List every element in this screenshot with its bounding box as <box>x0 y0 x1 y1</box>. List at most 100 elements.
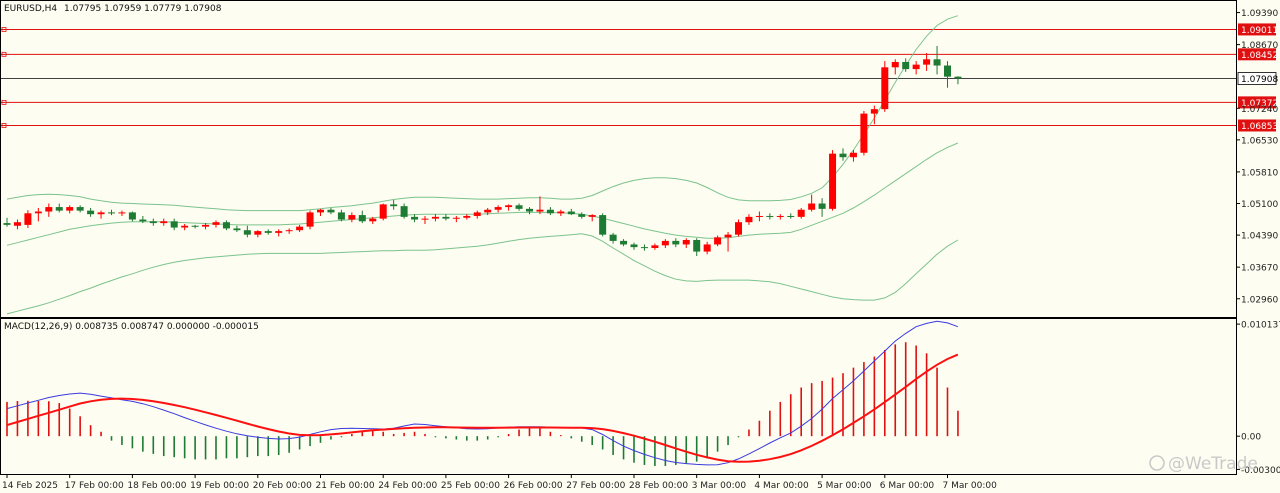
candle <box>358 210 366 224</box>
level-tag-0 <box>1238 23 1276 36</box>
candle <box>400 203 408 219</box>
candle <box>724 231 732 252</box>
time-tick-label: 21 Feb 00:00 <box>316 481 375 491</box>
candle-body <box>933 59 941 66</box>
candle-body <box>317 209 324 213</box>
level-anchor-0[interactable] <box>1 27 7 32</box>
candle <box>369 216 377 224</box>
level-anchor-1[interactable] <box>1 51 7 57</box>
candle-body <box>442 216 450 219</box>
candle <box>55 203 63 213</box>
candle <box>703 241 711 255</box>
candle-body <box>912 64 920 70</box>
time-tick-label: 5 Mar 00:00 <box>817 481 872 491</box>
candle-body <box>181 225 189 228</box>
candle-body <box>661 240 669 246</box>
bollinger-upper-line <box>6 15 959 212</box>
candle-body <box>954 76 962 79</box>
candle-body <box>724 234 732 238</box>
level-tag-2 <box>1238 96 1276 109</box>
candle <box>912 61 920 75</box>
candle-body <box>379 204 387 219</box>
candle-body <box>327 209 335 213</box>
candle <box>24 210 32 228</box>
candle <box>202 223 210 230</box>
candle-body <box>108 212 115 214</box>
candle <box>484 207 492 216</box>
candles-layer <box>3 45 962 257</box>
candle <box>139 215 147 224</box>
candle-body <box>557 211 565 214</box>
level-tag-text-3: 1.06853 <box>1241 122 1278 132</box>
candle <box>818 198 826 217</box>
time-tick-label: 24 Feb 00:00 <box>378 481 437 491</box>
candle <box>34 207 42 222</box>
candle <box>212 220 220 228</box>
candle <box>379 203 387 221</box>
candle <box>536 196 544 215</box>
candle-body <box>891 61 899 68</box>
candle-body <box>296 226 304 231</box>
candle <box>222 220 230 231</box>
candle <box>755 211 763 222</box>
candle <box>76 205 84 213</box>
price-tick-label: 1.02960 <box>1241 295 1278 305</box>
candle-body <box>682 240 690 245</box>
candle-body <box>55 207 63 211</box>
candle <box>348 212 356 223</box>
candle <box>578 212 586 219</box>
candle <box>296 224 304 232</box>
macd-tick-label: 0.00 <box>1241 433 1261 443</box>
candle-body <box>797 209 805 217</box>
level-anchor-2[interactable] <box>1 99 7 105</box>
candle-body <box>390 204 398 207</box>
candle-body <box>411 216 419 220</box>
candle <box>672 238 680 248</box>
macd-label: MACD(12,26,9) 0.008735 0.008747 0.000000… <box>4 322 259 332</box>
candle <box>45 203 53 217</box>
candle-body <box>494 207 502 210</box>
candle <box>473 210 481 219</box>
candle <box>13 219 21 230</box>
candle-body <box>264 231 272 233</box>
candle-body <box>118 212 126 214</box>
candle-body <box>776 215 784 217</box>
candle <box>923 53 931 71</box>
candle-body <box>66 207 74 211</box>
candle-body <box>505 205 513 208</box>
candle <box>714 235 722 247</box>
level-anchor-3[interactable] <box>1 123 7 128</box>
candle <box>891 59 899 75</box>
candle <box>421 215 429 224</box>
candle <box>233 225 241 232</box>
candle <box>452 215 460 223</box>
macd-panel-frame <box>0 318 1237 475</box>
candle-body <box>484 209 492 213</box>
candle-body <box>254 231 262 235</box>
macd-tick-label: -0.003004 <box>1241 466 1280 476</box>
level-tag-text-1: 1.08452 <box>1241 51 1278 61</box>
candle <box>954 76 962 85</box>
candle <box>118 210 126 216</box>
level-tag-1 <box>1238 48 1276 61</box>
time-tick-label: 25 Feb 00:00 <box>441 481 500 491</box>
candle <box>808 194 816 212</box>
candle-body <box>212 222 220 225</box>
candle <box>337 209 345 222</box>
candle <box>651 243 659 250</box>
candle <box>599 213 607 237</box>
candle-body <box>202 224 210 227</box>
time-tick-label: 14 Feb 2025 <box>2 481 58 491</box>
candle-body <box>24 213 32 225</box>
ohlc-values: 1.07795 1.07959 1.07779 1.07908 <box>64 4 222 14</box>
candle <box>620 239 628 247</box>
bollinger-lower-line <box>6 233 959 315</box>
time-tick-label: 19 Feb 00:00 <box>190 481 249 491</box>
candle <box>317 208 324 216</box>
candle-body <box>766 215 774 217</box>
candle <box>515 203 523 211</box>
candle <box>275 229 283 237</box>
time-tick-label: 7 Mar 00:00 <box>943 481 998 491</box>
candle-body <box>515 205 523 209</box>
candle-body <box>526 208 533 212</box>
